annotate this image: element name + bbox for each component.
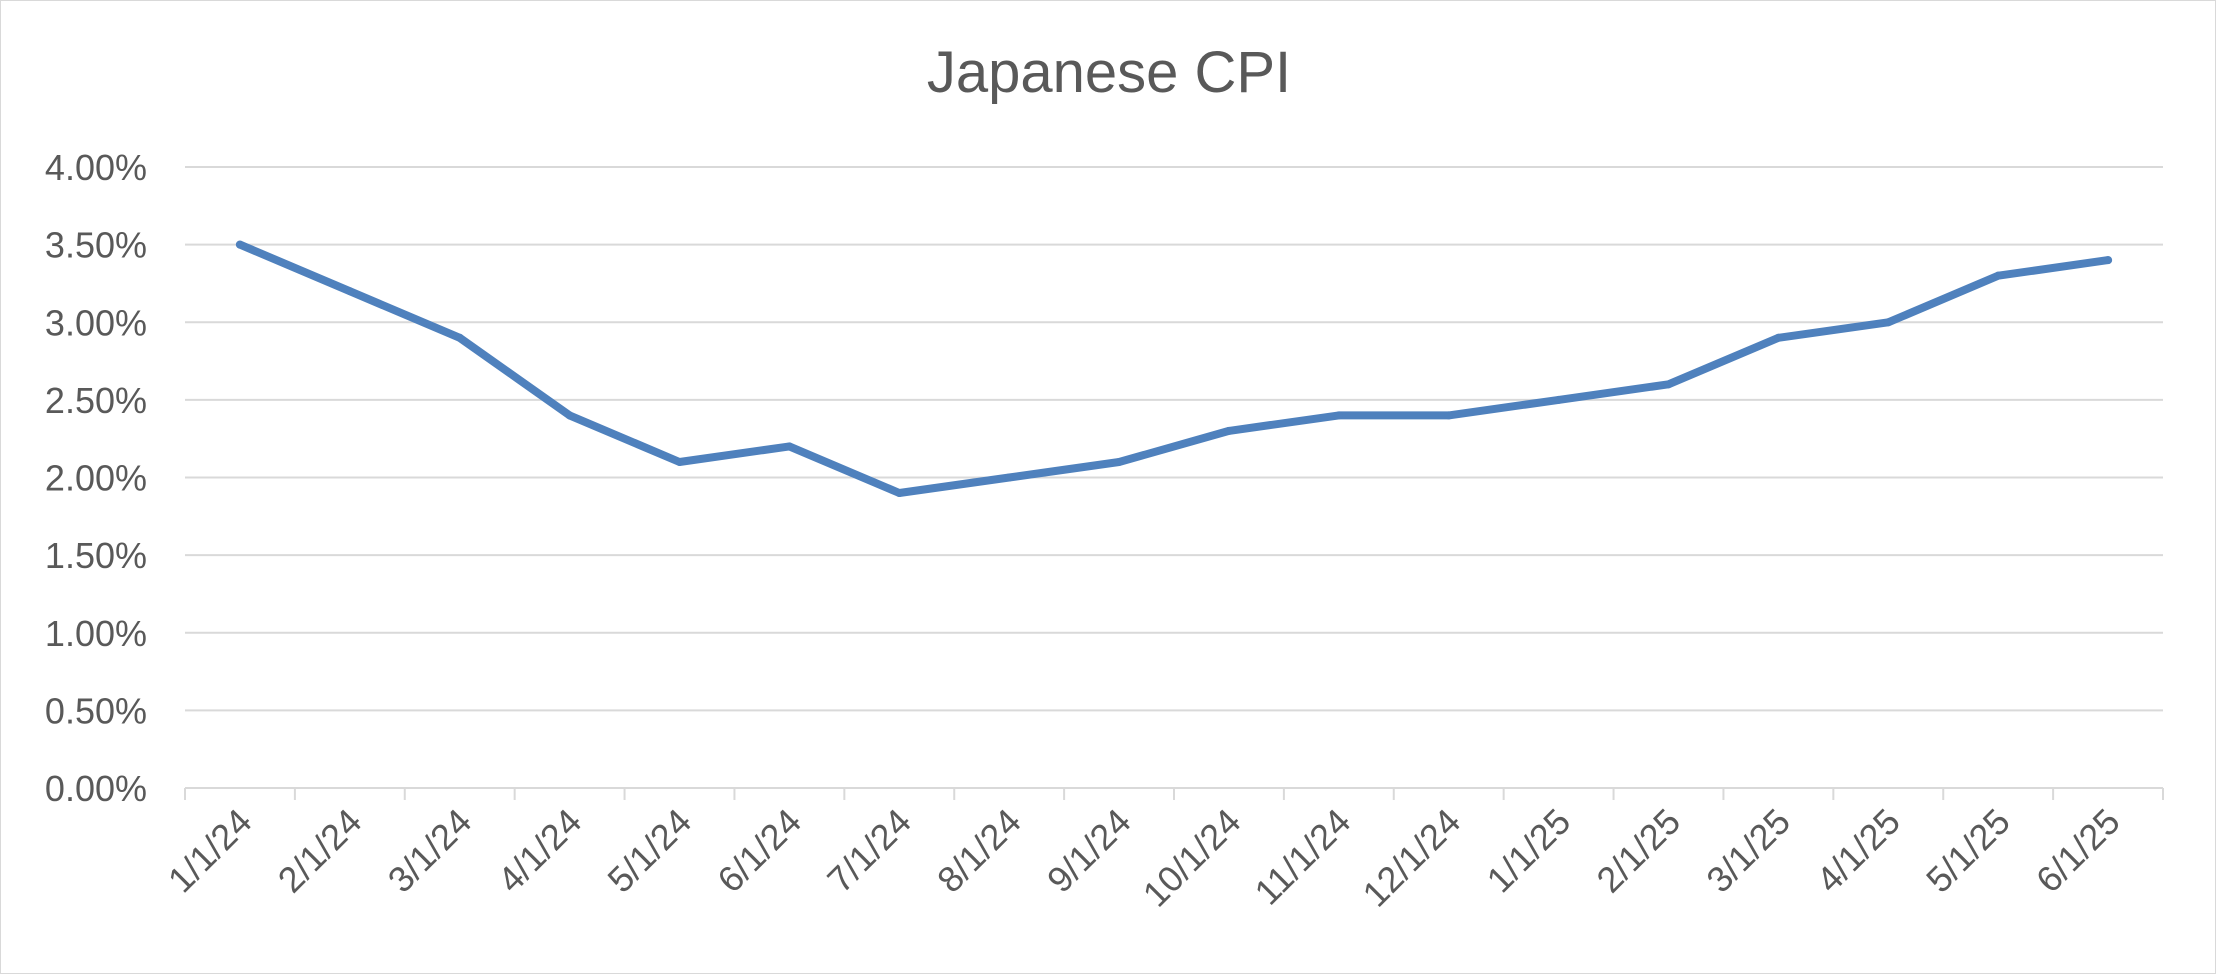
data-point bbox=[565, 411, 574, 420]
x-tick-label: 4/1/24 bbox=[489, 801, 589, 901]
x-tick-label: 8/1/24 bbox=[929, 801, 1029, 901]
data-point bbox=[1884, 318, 1893, 327]
x-tick-label: 9/1/24 bbox=[1039, 801, 1139, 901]
data-point bbox=[235, 240, 244, 249]
x-tick-label: 7/1/24 bbox=[819, 801, 919, 901]
data-point bbox=[1554, 395, 1563, 404]
data-point bbox=[1115, 457, 1124, 466]
x-tick-label: 3/1/24 bbox=[380, 801, 480, 901]
chart-title: Japanese CPI bbox=[927, 40, 1291, 105]
y-tick-label: 2.00% bbox=[45, 458, 147, 499]
data-point bbox=[345, 287, 354, 296]
y-tick-label: 2.50% bbox=[45, 380, 147, 421]
x-tick-label: 2/1/24 bbox=[270, 801, 370, 901]
x-tick-label: 1/1/24 bbox=[160, 801, 260, 901]
data-point bbox=[1664, 380, 1673, 389]
x-tick-label: 10/1/24 bbox=[1135, 801, 1249, 915]
x-tick-label: 5/1/24 bbox=[599, 801, 699, 901]
x-tick-label: 1/1/25 bbox=[1478, 801, 1578, 901]
y-tick-label: 1.50% bbox=[45, 535, 147, 576]
x-tick-label: 6/1/24 bbox=[709, 801, 809, 901]
y-tick-label: 3.50% bbox=[45, 225, 147, 266]
y-axis-tick-labels: 0.00% 0.50% 1.00% 1.50% 2.00% 2.50% 3.00% 3.50%… bbox=[45, 147, 147, 809]
x-axis bbox=[184, 787, 2164, 800]
gridlines bbox=[185, 166, 2163, 712]
data-point bbox=[1005, 473, 1014, 482]
x-tick-label: 2/1/25 bbox=[1588, 801, 1688, 901]
data-point bbox=[1774, 333, 1783, 342]
x-tick-label: 6/1/25 bbox=[2028, 801, 2128, 901]
x-tick-label: 11/1/24 bbox=[1246, 801, 1358, 913]
y-tick-label: 1.00% bbox=[45, 613, 147, 654]
series-line-japanese-cpi bbox=[235, 240, 2113, 497]
series-lines bbox=[235, 240, 2113, 498]
y-tick-label: 0.50% bbox=[45, 690, 147, 731]
y-tick-label: 0.00% bbox=[45, 768, 147, 809]
y-tick-label: 3.00% bbox=[45, 302, 147, 343]
x-tick-label: 12/1/24 bbox=[1354, 801, 1468, 915]
data-point bbox=[785, 442, 794, 451]
y-tick-label: 4.00% bbox=[45, 147, 147, 188]
data-point bbox=[1994, 271, 2003, 280]
x-tick-label: 5/1/25 bbox=[1918, 801, 2018, 901]
data-point bbox=[675, 457, 684, 466]
x-tick-label: 4/1/25 bbox=[1808, 801, 1908, 901]
x-tick-label: 3/1/25 bbox=[1698, 801, 1798, 901]
data-point bbox=[455, 333, 464, 342]
x-axis-tick-labels: 1/1/24 2/1/24 3/1/24 4/1/24 5/1/24 6/1/24 7/1/… bbox=[160, 801, 2128, 915]
data-point bbox=[1224, 426, 1233, 435]
data-point bbox=[1444, 411, 1453, 420]
data-point bbox=[1334, 411, 1343, 420]
data-point bbox=[895, 489, 904, 498]
data-point bbox=[2104, 256, 2113, 265]
